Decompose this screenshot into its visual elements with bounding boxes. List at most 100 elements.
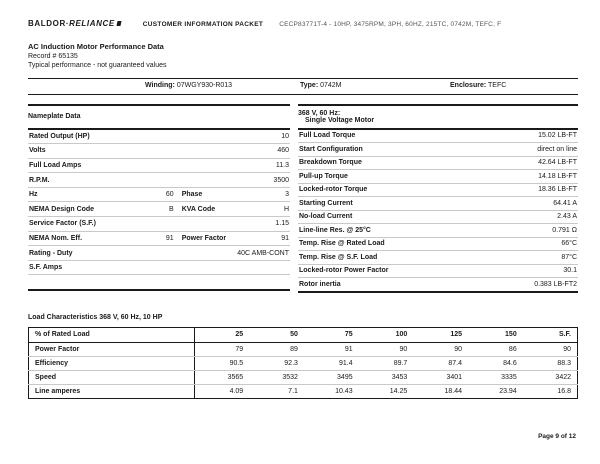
cell-value: 89.7: [358, 356, 414, 371]
table-row: Temp. Rise @ S.F. Load 87°C: [298, 250, 578, 265]
row-label: Line amperes: [28, 384, 195, 398]
table-row: Rated Output (HP) 10: [28, 128, 290, 145]
cell-value: 87.4: [413, 356, 469, 371]
type-pair: Type: 0742M: [300, 82, 342, 89]
cell-value: 14.25: [389, 387, 408, 395]
voltage-header: 368 V, 60 Hz: Single Voltage Motor: [298, 104, 578, 130]
row-value: 60: [132, 187, 175, 203]
row-label: Full Load Torque: [298, 128, 472, 143]
row-label: Start Configuration: [298, 142, 472, 157]
load-characteristics-table: % of Rated Load 25 50 75 100 125 150 S.F…: [28, 326, 578, 399]
cell-value: 3453: [358, 370, 414, 385]
row-label: Speed: [28, 370, 195, 385]
row-value: 30.1: [471, 264, 578, 278]
row-value: 0.791 Ω: [471, 223, 578, 238]
table-row: Rotor inertia 0.383 LB-FT2: [298, 278, 578, 292]
record-number: Record # 65135: [28, 52, 78, 60]
cell-value: 7.1: [288, 387, 298, 395]
winding-pair: Winding: 07WGY930-R013: [145, 82, 232, 89]
table-row: Start Configuration direct on line: [298, 142, 578, 157]
cell-value: 86: [468, 342, 523, 357]
type-value: 0742M: [320, 82, 342, 89]
table-row: NEMA Nom. Eff. 91 Power Factor 91: [28, 231, 290, 247]
enclosure-value: TEFC: [488, 82, 507, 89]
table-row: [28, 275, 290, 290]
table-row: Locked-rotor Torque 18.36 LB-FT: [298, 183, 578, 197]
column-header: 75: [303, 327, 359, 343]
row-value: 87°C: [471, 250, 578, 265]
cell-value: 84.6: [468, 356, 523, 371]
cell-value: 23.94: [499, 387, 517, 395]
row-label: Rated Output (HP): [28, 128, 243, 145]
winding-band: Winding: 07WGY930-R013 Type: 0742M Enclo…: [28, 77, 578, 95]
row-label: No-load Current: [298, 210, 472, 224]
cell-value: 3532: [249, 370, 304, 385]
column-header: 25: [194, 327, 250, 343]
row-value: 15.02 LB-FT: [471, 128, 578, 143]
row-label: Starting Current: [298, 196, 472, 211]
table-row: Pull-up Torque 14.18 LB-FT: [298, 169, 578, 184]
row-label: Service Factor (S.F.): [28, 216, 243, 232]
voltage-header-line1: 368 V, 60 Hz:: [298, 109, 341, 117]
table-row: Power Factor 79 89 91 90 90 86 90: [28, 342, 578, 357]
cell-value: 90: [522, 342, 578, 357]
cell-value: 16.8: [557, 387, 571, 395]
row-value: 11.3: [242, 158, 290, 174]
performance-note: Typical performance - not guaranteed val…: [28, 62, 167, 69]
cell-value: 91: [303, 342, 359, 357]
table-header-row: 368 V, 60 Hz: Single Voltage Motor: [298, 104, 578, 130]
row-value: 3500: [242, 172, 290, 188]
column-header: % of Rated Load: [28, 327, 195, 343]
table-row: Line amperes 4.09 7.1 10.43 14.25 18.44 …: [28, 384, 578, 398]
cell-value: 79: [194, 342, 250, 357]
cell-value: 3401: [413, 370, 469, 385]
cell-value: 3335: [468, 370, 523, 385]
cell-value: 10.43: [335, 387, 353, 395]
cell-value: 90.5: [194, 356, 250, 371]
table-row: S.F. Amps: [28, 260, 290, 276]
row-value: 0.383 LB-FT2: [534, 280, 577, 288]
table-row: Breakdown Torque 42.64 LB-FT: [298, 156, 578, 170]
column-header: 150: [468, 327, 523, 343]
enclosure-label: Enclosure:: [450, 82, 487, 89]
row-label: Volts: [28, 143, 243, 159]
table-row: R.P.M. 3500: [28, 172, 290, 188]
nameplate-table: Nameplate Data Rated Output (HP) 10 Volt…: [28, 103, 290, 292]
column-header: 125: [413, 327, 469, 343]
cell-value: 4.09: [229, 387, 244, 395]
row-label: R.P.M.: [28, 172, 243, 188]
table-row: Speed 3565 3532 3495 3453 3401 3335 3422: [28, 370, 578, 385]
row-label: Rating - Duty: [28, 245, 175, 261]
page-header: BALDOR · RELIANCE CUSTOMER INFORMATION PAC…: [0, 0, 600, 28]
table-row: Line-line Res. @ 25°C 0.791 Ω: [298, 223, 578, 238]
row-value: 40C AMB-CONT: [174, 245, 290, 261]
table-row: Starting Current 64.41 A: [298, 196, 578, 211]
row-label: [28, 275, 243, 290]
brand-logo-part2: RELIANCE: [69, 19, 115, 28]
logo-mark-icon: [116, 21, 122, 26]
row-value: 64.41 A: [471, 196, 578, 211]
row-label: Locked-rotor Power Factor: [298, 264, 472, 278]
row-label: NEMA Design Code: [28, 201, 133, 218]
row-label: Phase: [174, 187, 243, 203]
table-row: Locked-rotor Power Factor 30.1: [298, 264, 578, 278]
cell-value: 88.3: [522, 356, 578, 371]
table-row: Full Load Amps 11.3: [28, 158, 290, 174]
cell-value: 90: [413, 342, 469, 357]
document-title: AC Induction Motor Performance Data: [28, 42, 164, 51]
row-value: 91: [132, 231, 175, 247]
row-value: [243, 275, 290, 290]
row-value: 14.18 LB-FT: [471, 169, 578, 184]
table-header-row: Nameplate Data: [28, 104, 290, 130]
row-value: 3: [242, 187, 290, 203]
load-characteristics-title: Load Characteristics 368 V, 60 Hz, 10 HP: [28, 313, 163, 321]
brand-logo-separator: ·: [65, 19, 70, 28]
type-label: Type:: [300, 82, 319, 89]
enclosure-pair: Enclosure: TEFC: [450, 82, 506, 89]
row-label: Temp. Rise @ S.F. Load: [298, 250, 472, 265]
table-row: Service Factor (S.F.) 1.15: [28, 216, 290, 232]
nameplate-area: Nameplate Data Rated Output (HP) 10 Volt…: [28, 103, 578, 293]
row-value: 91: [242, 231, 290, 247]
column-header: 50: [249, 327, 304, 343]
